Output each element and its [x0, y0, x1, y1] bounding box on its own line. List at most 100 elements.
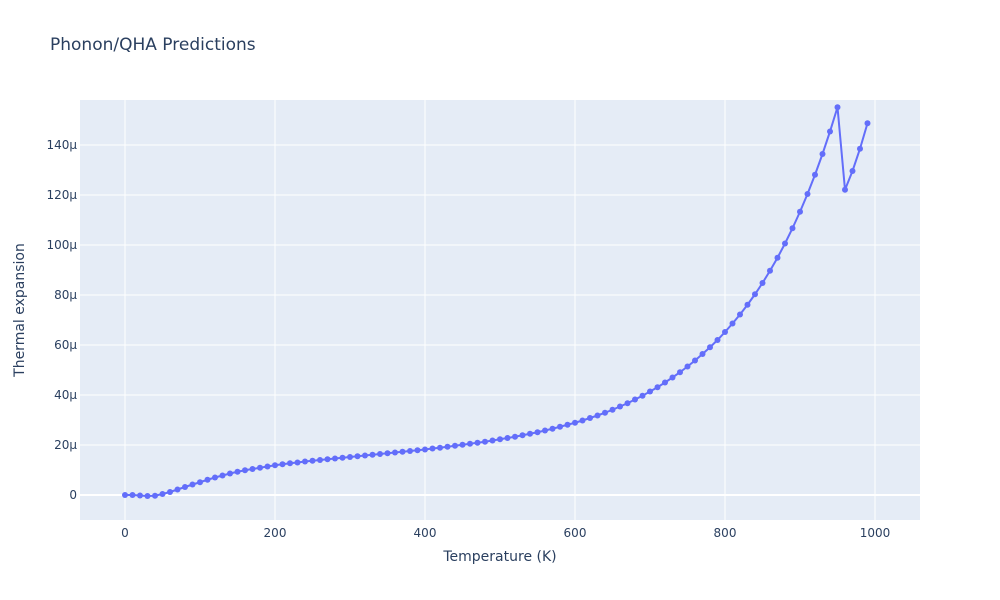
data-point [489, 437, 496, 444]
data-point [504, 435, 511, 441]
data-point [842, 186, 848, 193]
data-point [152, 492, 158, 499]
data-point [737, 311, 743, 318]
data-point [519, 432, 526, 439]
data-point [534, 429, 541, 436]
data-point [857, 145, 863, 152]
data-point [219, 472, 226, 479]
data-point [647, 388, 653, 395]
data-point [407, 448, 413, 454]
data-point [129, 492, 136, 498]
data-point [294, 459, 301, 466]
data-point [429, 445, 436, 452]
data-point [347, 454, 353, 460]
data-point [722, 329, 728, 335]
data-point [669, 374, 676, 381]
data-point [797, 208, 803, 215]
x-tick-label: 400 [414, 526, 437, 540]
y-tick-label: 0 [69, 488, 77, 502]
data-point [744, 301, 751, 308]
data-point [662, 379, 668, 386]
x-tick-label: 0 [121, 526, 129, 540]
data-point [227, 470, 233, 477]
data-point [309, 457, 316, 464]
data-point [272, 462, 278, 469]
data-point [572, 419, 578, 426]
data-point [692, 357, 698, 364]
series-line [125, 106, 869, 498]
data-point [729, 320, 736, 327]
data-point [474, 439, 481, 446]
data-point [324, 456, 331, 463]
data-point [234, 468, 241, 475]
grid [80, 100, 920, 520]
data-point [774, 254, 781, 261]
y-axis-label: Thermal expansion [12, 243, 28, 378]
data-point [354, 453, 361, 460]
data-point [422, 446, 428, 453]
y-tick-label: 40μ [54, 388, 77, 402]
data-point [864, 120, 871, 127]
data-point [497, 436, 503, 443]
data-point [804, 191, 811, 197]
data-point [639, 392, 646, 399]
data-point [707, 344, 713, 351]
data-point [377, 451, 383, 457]
data-point [369, 451, 376, 458]
data-point [144, 493, 151, 499]
chart-title: Phonon/QHA Predictions [50, 35, 256, 55]
data-point [167, 489, 173, 495]
data-point [287, 460, 293, 467]
data-point [362, 452, 368, 459]
data-point [602, 409, 608, 416]
data-point [444, 443, 451, 450]
data-point [782, 240, 788, 247]
y-tick-label: 120μ [46, 188, 77, 202]
y-axis: 0 20μ 40μ 60μ 80μ 100μ 120μ 140μ [46, 138, 77, 502]
data-point [317, 457, 323, 463]
data-point [452, 442, 458, 449]
data-point [332, 455, 338, 462]
data-point [137, 492, 143, 499]
x-axis-label: Temperature (K) [442, 549, 556, 565]
data-point [339, 454, 346, 461]
x-tick-label: 1000 [860, 526, 891, 540]
data-point [482, 438, 488, 445]
data-point [699, 351, 706, 357]
data-point [279, 461, 286, 468]
data-point [302, 458, 308, 465]
data-point [542, 427, 548, 434]
data-point [654, 384, 661, 391]
x-tick-label: 800 [714, 526, 737, 540]
data-point [834, 104, 841, 111]
data-point [714, 337, 721, 343]
data-point [392, 449, 398, 456]
data-point [587, 415, 593, 421]
data-point [617, 403, 623, 410]
x-tick-label: 200 [264, 526, 287, 540]
data-point [579, 417, 586, 424]
data-point [827, 128, 833, 135]
data-point [677, 369, 683, 376]
data-point [684, 363, 691, 370]
data-point [159, 491, 166, 497]
data-point [264, 463, 271, 470]
data-point [459, 441, 466, 448]
data-point [212, 474, 218, 481]
data-point [849, 168, 856, 174]
data-point [399, 448, 406, 455]
data-point [819, 151, 826, 157]
data-point [189, 481, 196, 488]
data-point [549, 425, 556, 432]
y-tick-label: 140μ [46, 138, 77, 152]
data-point [467, 440, 473, 447]
data-point [632, 396, 638, 403]
plot-background [80, 100, 920, 520]
y-tick-label: 100μ [46, 238, 77, 252]
y-tick-label: 80μ [54, 288, 77, 302]
series-layer [122, 104, 871, 499]
data-point [197, 479, 203, 486]
data-point [594, 412, 601, 419]
y-tick-label: 20μ [54, 438, 77, 452]
data-point [384, 450, 391, 457]
